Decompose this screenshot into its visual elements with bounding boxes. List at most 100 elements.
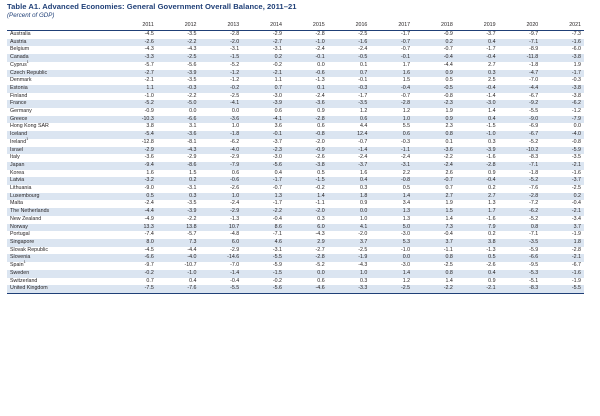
country-cell: Lithuania <box>7 185 114 193</box>
country-name: Ireland <box>10 138 27 145</box>
value-cell: -2.8 <box>315 254 325 261</box>
value-cell: -2.4 <box>230 200 240 207</box>
value-cell: -3.9 <box>187 69 197 76</box>
value-cell: -3.1 <box>187 185 197 192</box>
value-cell: -3.6 <box>230 115 240 122</box>
country-name: Sweden <box>10 269 30 276</box>
value-cell: 0.2 <box>189 177 197 184</box>
table-row: Japan -9.4 -8.6 -7.9 -5.6 -3.8 -3.7 -3.1 -2.4 -2.… <box>7 161 584 170</box>
value-cell: -7.9 <box>571 115 581 122</box>
value-cell: 0.3 <box>317 215 325 222</box>
value-cell: -7.9 <box>230 161 240 168</box>
value-cell: -2.8 <box>400 100 411 107</box>
value-cell: -1.0 <box>187 269 197 276</box>
value-cell: -4.9 <box>144 215 154 222</box>
value-cell: -2.0 <box>358 231 368 238</box>
value-cell: -3.7 <box>571 177 581 184</box>
value-cell: -5.2 <box>230 61 240 68</box>
value-cell: -1.0 <box>315 38 325 45</box>
country-name: Portugal <box>10 231 30 238</box>
value-cell: -1.3 <box>230 215 240 222</box>
value-cell: -5.7 <box>144 61 154 68</box>
value-cell: 3.7 <box>573 223 581 230</box>
value-cell: 7.9 <box>488 223 496 230</box>
value-cell: 2.6 <box>445 169 453 176</box>
value-cell: -7.5 <box>114 285 157 294</box>
country-cell: Iceland <box>7 131 114 139</box>
value-cell: -1.1 <box>443 246 453 253</box>
value-cell: -5.6 <box>187 61 197 68</box>
value-cell: 0.5 <box>146 192 154 199</box>
value-cell: -6.9 <box>529 123 539 130</box>
country-cell: Spain1 <box>7 261 114 270</box>
country-name: Norway <box>10 223 28 230</box>
value-cell: 1.2 <box>402 108 411 115</box>
country-name: Estonia <box>10 84 28 91</box>
value-cell: -1.5 <box>315 177 325 184</box>
table-row: Sweden -0.2 -1.0 -1.4 -1.5 0.0 1.0 1.4 0.8 0.4 -5.… <box>7 269 584 278</box>
value-cell: 0.7 <box>146 277 154 284</box>
value-cell: -3.9 <box>187 208 197 215</box>
value-cell: -4.3 <box>187 146 197 153</box>
year-header: 2014 <box>242 22 285 31</box>
value-cell: -2.1 <box>571 208 581 215</box>
country-cell: The Netherlands <box>7 208 114 216</box>
value-cell: -4.0 <box>571 131 581 138</box>
value-cell: -5.0 <box>187 100 197 107</box>
value-cell: -7.1 <box>529 231 539 238</box>
country-cell: Hong Kong SAR <box>7 123 114 131</box>
value-cell: -1.7 <box>272 200 282 207</box>
value-cell: -3.1 <box>272 246 282 253</box>
value-cell: 1.4 <box>445 215 453 222</box>
value-cell: -7.1 <box>529 161 539 168</box>
value-cell: -9.2 <box>529 100 539 107</box>
value-cell: -3.5 <box>571 154 581 161</box>
value-cell: -3.8 <box>571 84 581 91</box>
country-name: Spain <box>10 262 24 269</box>
value-cell: 7.3 <box>189 238 197 245</box>
country-cell: Portugal <box>7 231 114 239</box>
table-row: Czech Republic -2.7 -3.9 -1.2 -2.1 -0.6 0.7 1.6… <box>7 69 584 78</box>
value-cell: 2.5 <box>488 77 496 84</box>
value-cell: -7.6 <box>529 185 539 192</box>
value-cell: -6.2 <box>529 208 539 215</box>
value-cell: -2.9 <box>230 208 240 215</box>
value-cell: -2.4 <box>358 46 368 53</box>
value-cell: -1.0 <box>486 131 496 138</box>
value-cell: -0.2 <box>315 185 325 192</box>
value-cell: -3.8 <box>315 161 325 168</box>
value-cell: 7.3 <box>445 223 453 230</box>
country-cell: Korea <box>7 170 114 178</box>
value-cell: -8.3 <box>498 285 542 294</box>
table-row: Austria -2.6 -2.2 -2.0 -2.7 -1.0 -1.6 -0.7 0.2 0.… <box>7 38 584 47</box>
year-header: 2013 <box>199 22 243 31</box>
value-cell: -6.7 <box>529 131 539 138</box>
value-cell: 0.6 <box>231 169 240 176</box>
year-header: 2020 <box>498 22 542 31</box>
country-name: Iceland <box>10 131 28 138</box>
value-cell: -2.9 <box>187 154 197 161</box>
value-cell: -3.5 <box>358 100 368 107</box>
value-cell: 0.9 <box>445 115 453 122</box>
value-cell: 8.6 <box>274 223 282 230</box>
table-row: Ireland1 -12.8 -8.1 -6.2 -3.7 -2.0 -0.7 -0.3 0.1… <box>7 137 584 147</box>
country-cell: Canada <box>7 54 114 62</box>
value-cell: -2.0 <box>315 138 325 145</box>
value-cell: -5.5 <box>541 285 584 294</box>
value-cell: -0.2 <box>272 61 282 68</box>
value-cell: 3.6 <box>274 123 282 130</box>
value-cell: 0.1 <box>445 138 453 145</box>
country-cell: France <box>7 100 114 108</box>
value-cell: -5.6 <box>272 161 282 168</box>
value-cell: -2.5 <box>443 262 453 269</box>
value-cell: 2.7 <box>488 61 496 68</box>
value-cell: 0.8 <box>445 131 453 138</box>
value-cell: 2.7 <box>445 192 453 199</box>
table-row: Estonia 1.1 -0.3 -0.2 0.7 0.1 -0.3 -0.4 -0.5 -0.4… <box>7 84 584 93</box>
value-cell: -1.5 <box>230 54 240 61</box>
value-cell: 0.7 <box>445 185 453 192</box>
value-cell: -1.2 <box>230 69 240 76</box>
country-cell: Finland <box>7 93 114 101</box>
value-cell: -5.9 <box>571 146 581 153</box>
value-cell: 3.8 <box>488 238 496 245</box>
